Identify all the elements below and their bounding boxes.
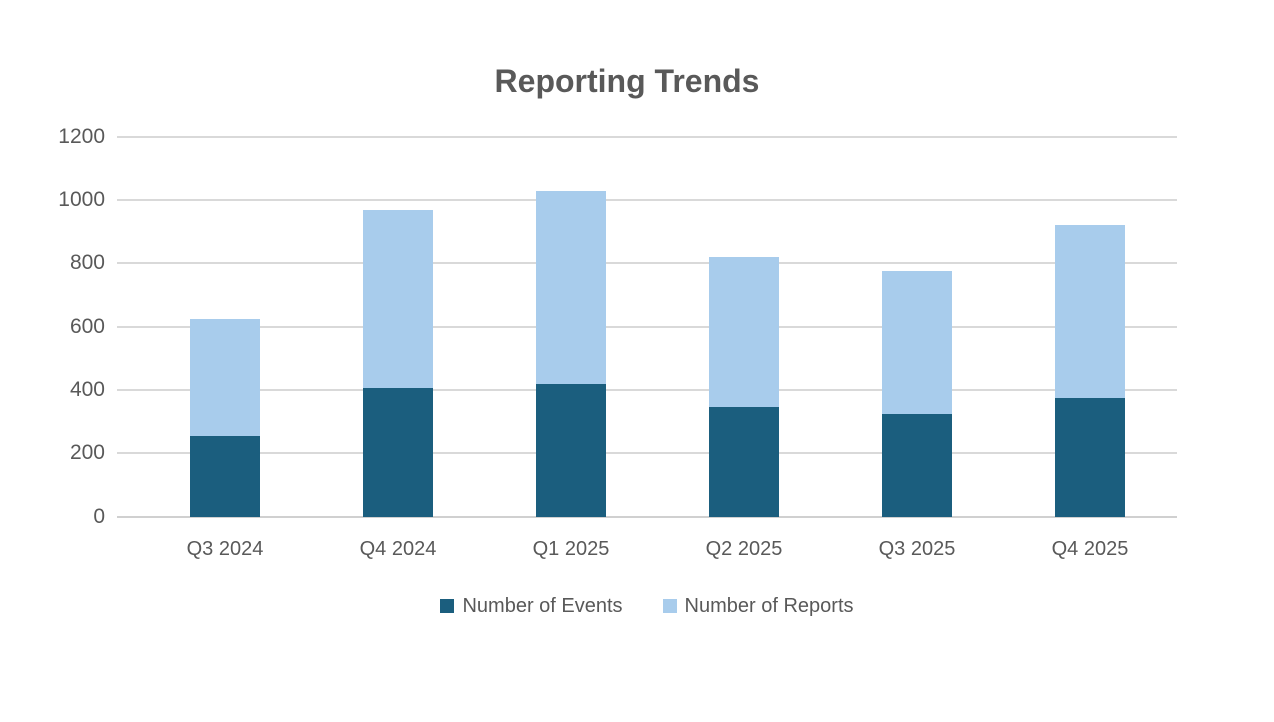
gridline-y-800 <box>117 262 1177 265</box>
bar-segment-reports <box>882 271 952 414</box>
y-axis-tick-label: 800 <box>69 251 105 275</box>
bar-segment-events <box>190 435 260 517</box>
x-axis-tick-label: Q4 2024 <box>359 538 437 560</box>
x-axis-tick-label: Q3 2024 <box>186 538 264 560</box>
bar-segment-reports <box>363 209 433 389</box>
legend-marker-reports <box>662 599 677 613</box>
bar-segment-events <box>709 407 779 517</box>
gridline-y-400 <box>117 389 1177 392</box>
y-axis-tick-label: 1000 <box>58 188 105 212</box>
gridline-y-200 <box>117 452 1177 455</box>
bar-segment-reports <box>1055 225 1125 398</box>
gridline-y-1000 <box>117 199 1177 202</box>
bar-segment-events <box>363 388 433 517</box>
y-axis-tick-label: 400 <box>69 378 105 402</box>
gridline-y-600 <box>117 325 1177 328</box>
y-axis-tick-label: 0 <box>93 504 105 528</box>
gridline-y-1200 <box>117 135 1177 138</box>
bar-segment-reports <box>709 257 779 408</box>
bar-segment-reports <box>190 318 260 436</box>
y-axis-tick-label: 200 <box>69 441 105 465</box>
x-axis-tick-label: Q2 2025 <box>705 538 783 560</box>
bar-segment-events <box>882 413 952 517</box>
legend-label: Number of Reports <box>684 594 854 617</box>
legend-label: Number of Events <box>462 594 623 617</box>
bar-segment-events <box>536 383 606 517</box>
legend-marker-events <box>440 599 455 613</box>
legend-item-reports: Number of Reports <box>662 594 854 618</box>
bar-segment-events <box>1055 397 1125 517</box>
x-axis-tick-label: Q3 2025 <box>878 538 956 560</box>
legend-item-events: Number of Events <box>440 594 623 618</box>
bar-segment-reports <box>536 190 606 384</box>
legend: Number of Events Number of Reports <box>117 593 1177 619</box>
y-axis-tick-label: 1200 <box>58 124 105 148</box>
x-axis-tick-label: Q4 2025 <box>1051 538 1129 560</box>
chart-title: Reporting Trends <box>494 63 760 99</box>
y-axis-tick-label: 600 <box>69 314 105 338</box>
x-axis-tick-label: Q1 2025 <box>532 538 610 560</box>
gridline-y-0 <box>117 515 1177 518</box>
